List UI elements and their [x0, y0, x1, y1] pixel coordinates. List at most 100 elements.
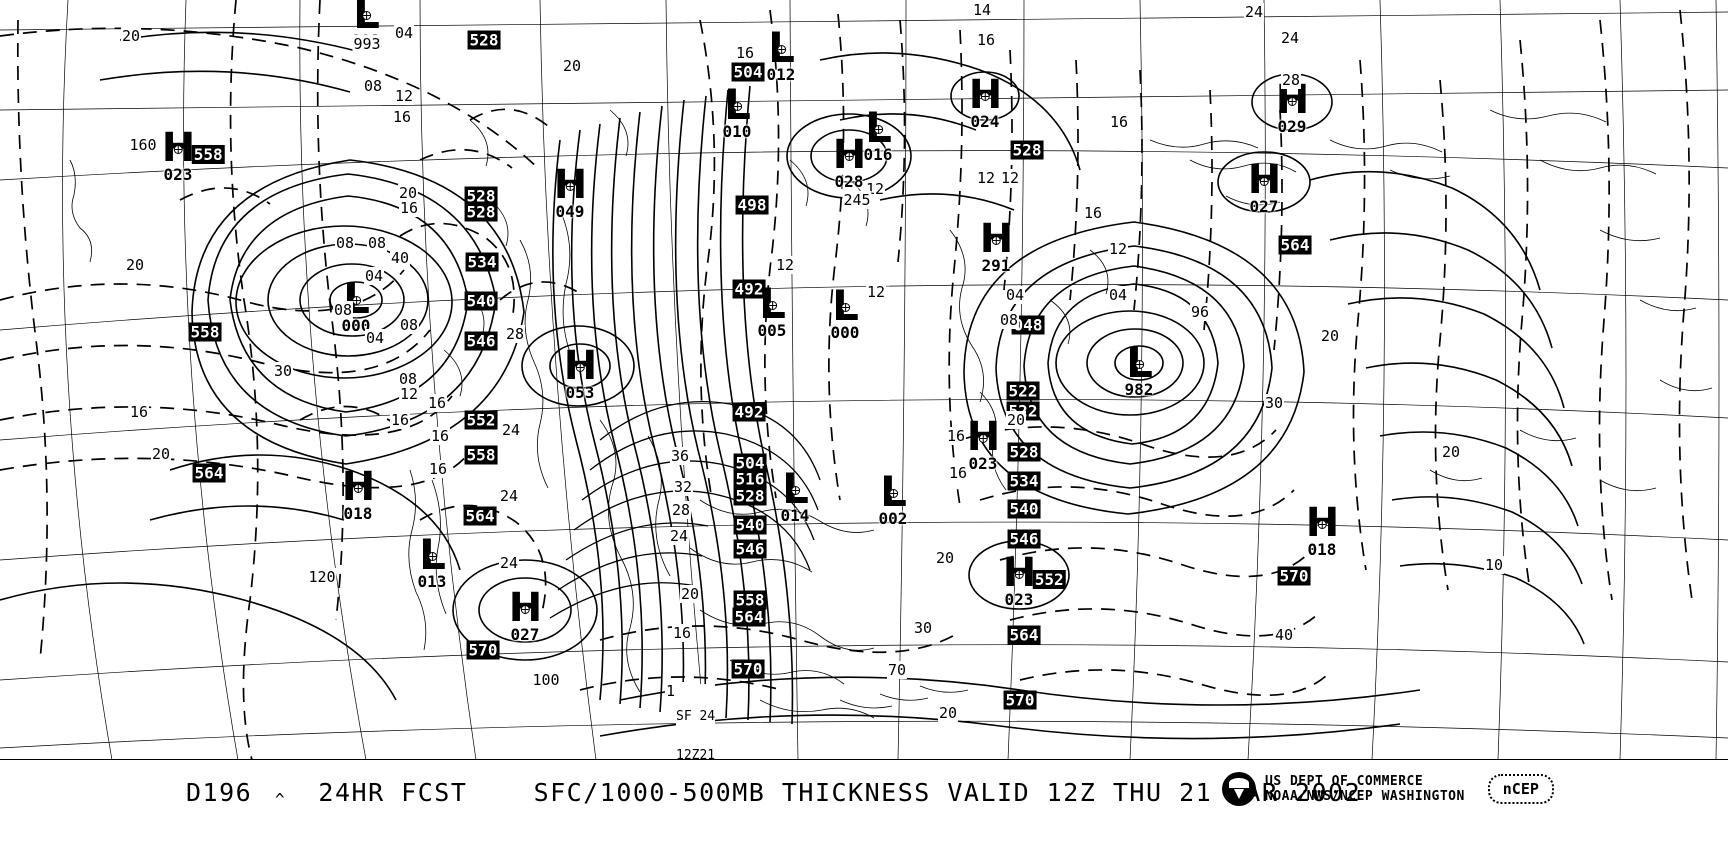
center-crosshair-icon — [575, 362, 585, 372]
map-surface — [0, 0, 1728, 760]
center-crosshair-icon — [1134, 359, 1144, 369]
low-symbol: L — [832, 285, 859, 327]
contour-value-label: 28 — [1280, 71, 1302, 89]
contour-value-label: 20 — [934, 549, 956, 567]
thickness-dash-layer — [0, 0, 1693, 760]
agency-block: US DEPT OF COMMERCE NOAA/NWS/NCEP WASHING… — [1222, 772, 1554, 806]
thickness-label: 540 — [1007, 499, 1041, 519]
graticule-layer — [0, 0, 1728, 760]
pressure-center-high: H053 — [564, 346, 597, 402]
center-pressure-value: 028 — [834, 172, 864, 191]
thickness-label: 564 — [192, 463, 226, 483]
contour-value-label: 14 — [971, 1, 993, 19]
center-pressure-value: 018 — [343, 504, 373, 523]
low-symbol: L — [1126, 342, 1153, 384]
center-thickness-value: 558 — [191, 145, 225, 164]
center-pressure-value: 005 — [757, 321, 787, 340]
center-pressure-value: 013 — [417, 572, 447, 591]
pressure-center-high: H024 — [969, 75, 1002, 131]
contour-value-label: 28 — [670, 501, 692, 519]
low-symbol: L — [865, 107, 892, 149]
contour-value-label: 16 — [389, 411, 411, 429]
contour-value-label: 40 — [389, 249, 411, 267]
center-pressure-value: 014 — [780, 506, 810, 525]
pressure-center-high: H027 — [1248, 160, 1281, 216]
thickness-label: 540 — [733, 515, 767, 535]
center-crosshair-icon — [873, 124, 883, 134]
contour-value-label: 08 — [998, 311, 1020, 329]
contour-value-label: 16 — [128, 403, 150, 421]
pressure-center-high: H027 — [509, 588, 542, 644]
center-pressure-value: 982 — [1124, 380, 1154, 399]
contour-value-label: 30 — [912, 619, 934, 637]
high-symbol: H — [1306, 503, 1339, 543]
contour-value-label: 20 — [561, 57, 583, 75]
contour-value-label: 36 — [669, 447, 691, 465]
caret-marker: ^ — [275, 790, 285, 809]
isobar-layer — [0, 31, 1585, 740]
footer-bar: D196 24HR FCST SFC/1000-500MB THICKNESS … — [0, 760, 1728, 854]
contour-value-label: 16 — [947, 464, 969, 482]
annotation-line-1: SF 24 — [676, 709, 716, 724]
annotation-line-2: 12Z21 — [676, 748, 716, 763]
ncep-badge: nCEP — [1487, 774, 1554, 804]
high-symbol: H — [509, 588, 542, 628]
contour-value-label: 12 — [398, 385, 420, 403]
contour-value-label: 12 — [774, 256, 796, 274]
contour-value-label: 30 — [272, 362, 294, 380]
center-crosshair-icon — [1317, 519, 1327, 529]
pressure-center-low: L014 — [781, 468, 810, 526]
contour-value-label: 12 — [975, 169, 997, 187]
center-crosshair-icon — [732, 101, 742, 111]
thickness-label: 570 — [466, 640, 500, 660]
pressure-center-high: H018 — [342, 467, 375, 523]
thickness-label: 528 — [467, 30, 501, 50]
contour-value-label: 20 — [397, 184, 419, 202]
thickness-label: 528 — [464, 202, 498, 222]
center-pressure-value: 049 — [555, 202, 585, 221]
contour-value-label: 04 — [393, 24, 415, 42]
footer-divider — [0, 759, 1728, 760]
pressure-center-low: L013 — [418, 534, 447, 592]
central-gradient-layer — [549, 401, 821, 619]
contour-value-label: 32 — [672, 478, 694, 496]
contour-value-label: 70 — [886, 661, 908, 679]
pressure-center-low: L012 — [767, 27, 796, 85]
thickness-label: 552 — [464, 410, 498, 430]
thickness-label: 570 — [1003, 690, 1037, 710]
thickness-label: 528 — [1007, 442, 1041, 462]
thickness-label: 534 — [1007, 471, 1041, 491]
thickness-label: 492 — [732, 279, 766, 299]
thickness-label: 528 — [464, 186, 498, 206]
contour-value-label: 08 — [397, 370, 419, 388]
high-symbol: H — [564, 346, 597, 386]
center-pressure-value: 012 — [766, 65, 796, 84]
contour-value-label: 245 — [842, 191, 872, 209]
low-symbol: L — [353, 0, 380, 35]
contour-value-label: 160 — [128, 136, 158, 154]
center-pressure-value: 027 — [1249, 197, 1279, 216]
pressure-center-low: L982 — [1125, 342, 1154, 400]
thickness-label: 504 — [733, 453, 767, 473]
thickness-label: 534 — [465, 252, 499, 272]
center-pressure-value: 002 — [878, 509, 908, 528]
center-crosshair-icon — [776, 44, 786, 54]
pressure-center-high: H049 — [554, 165, 587, 221]
thickness-label: 498 — [735, 195, 769, 215]
pressure-center-high: H028 — [833, 135, 866, 191]
agency-line-1: US DEPT OF COMMERCE — [1265, 774, 1424, 789]
contour-value-label: 20 — [679, 585, 701, 603]
center-crosshair-icon — [520, 604, 530, 614]
thickness-label: 558 — [733, 590, 767, 610]
center-pressure-value: 023 — [968, 454, 998, 473]
thickness-label: 546 — [1007, 529, 1041, 549]
chart-title: D196 24HR FCST SFC/1000-500MB THICKNESS … — [186, 778, 1362, 807]
high-symbol: H — [1248, 160, 1281, 200]
thickness-label: 516 — [733, 469, 767, 489]
high-symbol: H — [1003, 553, 1036, 593]
contour-value-label: 04 — [363, 267, 385, 285]
contour-value-label: 20 — [150, 445, 172, 463]
thickness-label: 564 — [463, 506, 497, 526]
center-crosshair-icon — [173, 144, 183, 154]
